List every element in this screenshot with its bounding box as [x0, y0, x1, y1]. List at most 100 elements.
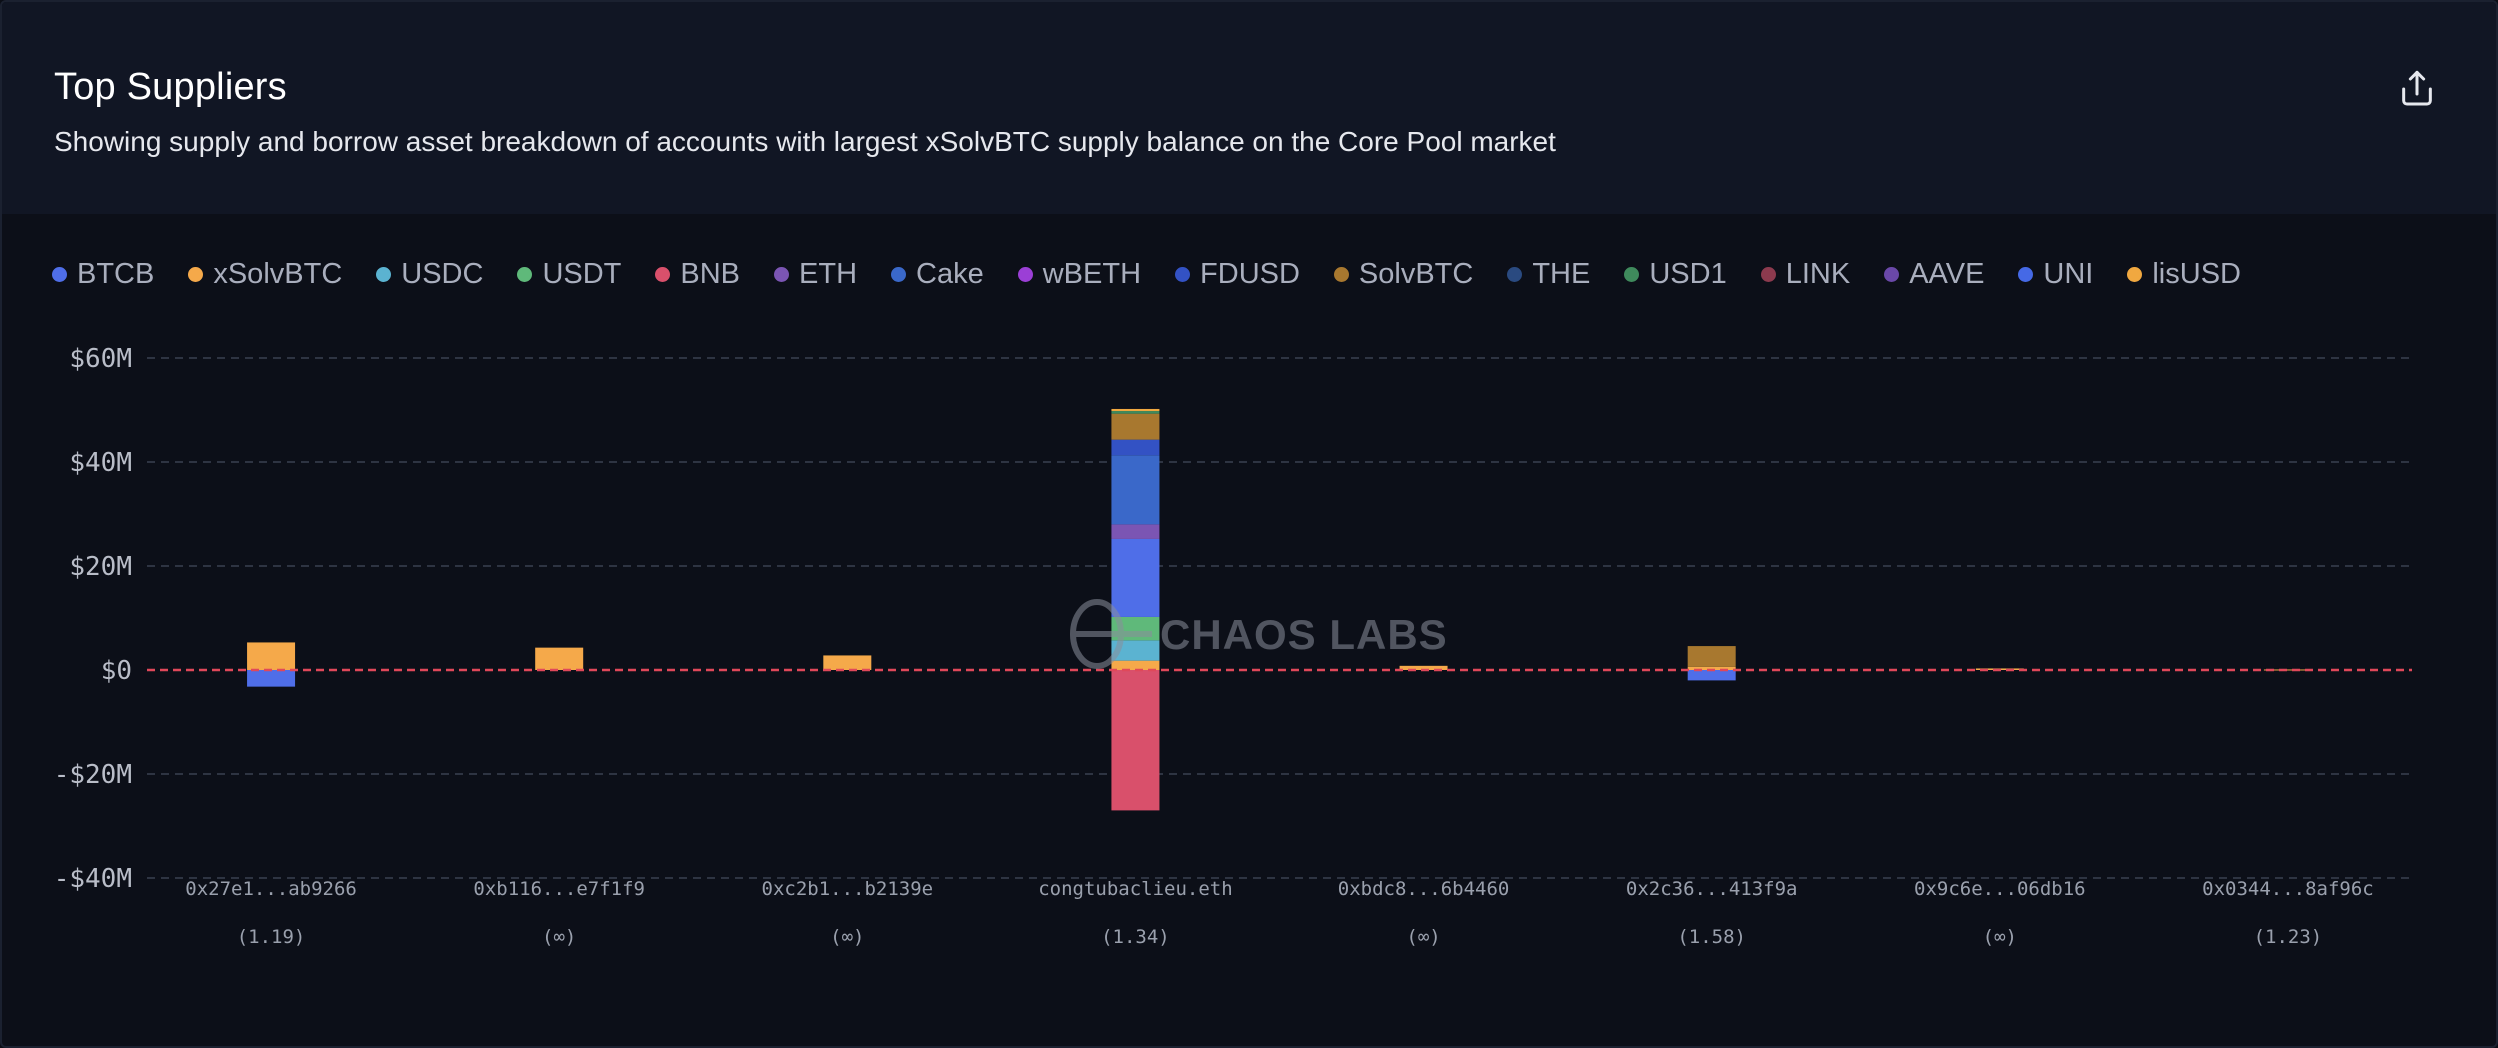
bar-segment-cake [1111, 455, 1160, 525]
legend-label: xSolvBTC [213, 257, 343, 290]
card-subtitle: Showing supply and borrow asset breakdow… [54, 126, 1556, 157]
legend-label: wBETH [1042, 257, 1142, 290]
bar-segment-eth [1111, 524, 1160, 539]
legend-dot [52, 266, 67, 282]
health-factor-label: (1.34) [1101, 926, 1170, 948]
share-icon [2402, 70, 2432, 106]
bar-segment-xsolvbtc [535, 647, 584, 670]
bar-segment-xsolvbtc [823, 655, 872, 670]
watermark: CHAOS LABS [1070, 599, 1448, 669]
health-factor-label: (∞) [542, 926, 576, 948]
y-tick-label: $60M [69, 344, 132, 374]
y-tick-label: $40M [69, 448, 132, 478]
legend-dot [1624, 266, 1640, 282]
bar-segment-usd1 [1111, 411, 1160, 414]
health-factor-label: (∞) [1983, 926, 2017, 948]
legend-item-cake[interactable]: Cake [891, 258, 984, 291]
legend-item-eth[interactable]: ETH [774, 258, 857, 291]
legend-label: UNI [2043, 257, 2094, 290]
y-tick-label: -$20M [54, 760, 132, 790]
legend-label: lisUSD [2152, 257, 2241, 290]
legend-label: BNB [680, 257, 741, 290]
bar-segment-xsolvbtc [247, 642, 296, 670]
legend-dot [655, 266, 671, 282]
y-tick-label: $0 [101, 656, 132, 686]
card-header: Top Suppliers Showing supply and borrow … [2, 2, 2496, 214]
y-tick-label: $20M [69, 552, 132, 582]
bar-segment-xsolvbtc [2263, 669, 2312, 671]
health-factor-label: (1.19) [237, 926, 306, 948]
legend-dot [188, 266, 204, 282]
legend-dot [2127, 266, 2143, 282]
chaos-labs-logo-icon [1070, 599, 1152, 669]
card-title: Top Suppliers [54, 66, 287, 108]
health-factor-label: (∞) [1406, 926, 1440, 948]
stacked-bar-chart: $60M $40M $20M $0 -$20M -$40M 0x27e1...ab9266 (… [54, 344, 2412, 948]
health-factor-label: (1.23) [2254, 926, 2323, 948]
y-tick-label: -$40M [54, 864, 132, 894]
bar-segment-lisusd [1111, 408, 1160, 412]
legend-item-wbeth[interactable]: wBETH [1017, 257, 1142, 291]
legend-item-usdc[interactable]: USDC [376, 258, 483, 291]
legend-label: AAVE [1909, 257, 1985, 290]
legend-label: SolvBTC [1358, 257, 1474, 290]
legend-dot [1884, 266, 1900, 282]
health-factor-label: (1.58) [1677, 926, 1746, 948]
legend-item-usd1[interactable]: USD1 [1624, 257, 1727, 291]
legend-label: FDUSD [1200, 257, 1300, 290]
bar-segment-xsolvbtc [1111, 660, 1160, 670]
legend-label: LINK [1785, 257, 1851, 290]
legend-label: ETH [799, 257, 858, 290]
share-button[interactable] [2394, 66, 2440, 112]
bar-segment-usdc [1111, 640, 1160, 661]
legend-item-btcb[interactable]: BTCB [52, 258, 154, 291]
bar-segment-btcb [1687, 670, 1736, 681]
legend-item-usdt[interactable]: USDT [517, 258, 621, 291]
legend-dot [1017, 266, 1033, 282]
legend-item-solvbtc[interactable]: SolvBTC [1333, 257, 1474, 291]
legend-item-bnb[interactable]: BNB [655, 258, 740, 291]
chart-legend: BTCB xSolvBTC USDC USDT BNB ETH Cake wBETH FDUSD… [52, 254, 2275, 294]
legend-dot [1760, 266, 1776, 282]
watermark-text: CHAOS LABS [1160, 611, 1448, 658]
x-tick-label: 0xc2b1...b2139e [762, 878, 934, 900]
legend-dot [1175, 266, 1191, 282]
bar-segment-fdusd [1111, 439, 1160, 456]
legend-dot [517, 266, 533, 282]
legend-dot [1333, 266, 1349, 282]
legend-label: Cake [916, 257, 984, 290]
legend-dot [774, 266, 790, 282]
legend-item-fdusd[interactable]: FDUSD [1175, 258, 1300, 291]
bar-segment-xsolvbtc [1399, 665, 1448, 670]
x-tick-label: 0x2c36...413f9a [1626, 878, 1798, 900]
legend-item-aave[interactable]: AAVE [1884, 258, 1984, 291]
x-tick-label: congtubaclieu.eth [1038, 878, 1232, 900]
legend-dot [891, 266, 907, 282]
bar-segment-solvbtc [1687, 646, 1736, 667]
x-tick-label: 0x0344...8af96c [2202, 878, 2374, 900]
legend-label: USD1 [1649, 257, 1727, 290]
legend-item-uni[interactable]: UNI [2018, 258, 2093, 291]
bar-segment-btcb [247, 670, 296, 687]
x-tick-label: 0xbdc8...6b4460 [1338, 878, 1510, 900]
legend-dot [1507, 266, 1523, 282]
legend-label: THE [1532, 257, 1591, 290]
x-tick-label: 0xb116...e7f1f9 [473, 878, 645, 900]
legend-item-link[interactable]: LINK [1760, 257, 1851, 291]
legend-dot [2018, 266, 2034, 282]
legend-label: BTCB [77, 257, 155, 290]
bar-segment-solvbtc [1111, 413, 1160, 440]
bar-segment-xsolvbtc [1687, 666, 1736, 670]
x-tick-label: 0x9c6e...06db16 [1914, 878, 2086, 900]
bar-segment-bnb [1111, 670, 1160, 811]
legend-label: USDC [401, 257, 484, 290]
legend-item-lisusd[interactable]: lisUSD [2127, 258, 2241, 291]
bar-segment-btcb [1111, 538, 1160, 617]
health-factor-label: (∞) [830, 926, 864, 948]
x-tick-label: 0x27e1...ab9266 [185, 878, 357, 900]
legend-item-the[interactable]: THE [1507, 258, 1590, 291]
legend-item-xsolvbtc[interactable]: xSolvBTC [188, 258, 342, 291]
legend-label: USDT [542, 257, 622, 290]
legend-dot [376, 266, 392, 282]
